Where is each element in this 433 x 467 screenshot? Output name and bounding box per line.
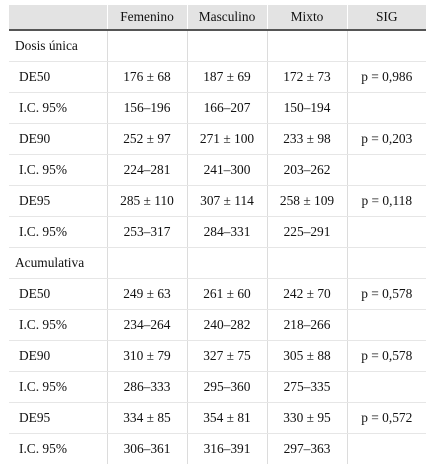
cell-femenino: 234–264: [106, 309, 187, 341]
cell-sig: p = 0,203: [346, 123, 426, 155]
cell-femenino: 252 ± 97: [106, 123, 187, 155]
header-cell-mixto: Mixto: [266, 5, 347, 31]
cell-mixto: 297–363: [266, 433, 347, 464]
table-row: DE90 310 ± 79 327 ± 75 305 ± 88 p = 0,578: [9, 340, 426, 372]
cell-mixto: [266, 30, 347, 62]
cell-mixto: 218–266: [266, 309, 347, 341]
header-cell-sig: SIG: [346, 5, 426, 31]
table-row: I.C. 95% 306–361 316–391 297–363: [9, 433, 426, 464]
cell-masculino: 271 ± 100: [186, 123, 267, 155]
cell-row-label: DE95: [9, 185, 107, 217]
cell-sig: [346, 30, 426, 62]
cell-femenino: 224–281: [106, 154, 187, 186]
cell-masculino: 327 ± 75: [186, 340, 267, 372]
cell-mixto: 150–194: [266, 92, 347, 124]
cell-masculino: 166–207: [186, 92, 267, 124]
cell-row-label: DE90: [9, 123, 107, 155]
cell-mixto: 233 ± 98: [266, 123, 347, 155]
header-cell-row-label: [9, 5, 107, 31]
cell-row-label: DE50: [9, 278, 107, 310]
cell-row-label: Acumulativa: [9, 247, 107, 279]
cell-mixto: 275–335: [266, 371, 347, 403]
cell-femenino: [106, 247, 187, 279]
cell-sig: p = 0,572: [346, 402, 426, 434]
cell-row-label: DE50: [9, 61, 107, 93]
table-row: DE95 285 ± 110 307 ± 114 258 ± 109 p = 0,118: [9, 185, 426, 217]
table-row: I.C. 95% 253–317 284–331 225–291: [9, 216, 426, 248]
cell-sig: p = 0,578: [346, 340, 426, 372]
header-cell-masculino: Masculino: [186, 5, 267, 31]
cell-femenino: 310 ± 79: [106, 340, 187, 372]
cell-masculino: [186, 247, 267, 279]
cell-row-label: DE90: [9, 340, 107, 372]
cell-femenino: 176 ± 68: [106, 61, 187, 93]
header-cell-femenino: Femenino: [106, 5, 187, 31]
cell-sig: p = 0,986: [346, 61, 426, 93]
header-row: Femenino Masculino Mixto SIG: [9, 5, 426, 31]
table-row: DE90 252 ± 97 271 ± 100 233 ± 98 p = 0,203: [9, 123, 426, 155]
cell-sig: p = 0,118: [346, 185, 426, 217]
cell-masculino: 295–360: [186, 371, 267, 403]
section-row: Acumulativa: [9, 247, 426, 279]
section-row: Dosis única: [9, 30, 426, 62]
cell-femenino: 285 ± 110: [106, 185, 187, 217]
cell-masculino: [186, 30, 267, 62]
cell-mixto: 225–291: [266, 216, 347, 248]
cell-mixto: 305 ± 88: [266, 340, 347, 372]
cell-sig: [346, 371, 426, 403]
cell-mixto: 330 ± 95: [266, 402, 347, 434]
cell-mixto: [266, 247, 347, 279]
cell-sig: [346, 433, 426, 464]
table-row: I.C. 95% 286–333 295–360 275–335: [9, 371, 426, 403]
table-body: Dosis única DE50 176 ± 68 187 ± 69 172 ± 73 p…: [9, 30, 426, 464]
cell-sig: [346, 154, 426, 186]
cell-sig: [346, 92, 426, 124]
cell-row-label: DE95: [9, 402, 107, 434]
table-row: DE95 334 ± 85 354 ± 81 330 ± 95 p = 0,572: [9, 402, 426, 434]
cell-sig: [346, 309, 426, 341]
table-row: I.C. 95% 224–281 241–300 203–262: [9, 154, 426, 186]
cell-row-label: I.C. 95%: [9, 154, 107, 186]
cell-row-label: Dosis única: [9, 30, 107, 62]
cell-masculino: 261 ± 60: [186, 278, 267, 310]
cell-mixto: 258 ± 109: [266, 185, 347, 217]
cell-mixto: 203–262: [266, 154, 347, 186]
cell-femenino: 286–333: [106, 371, 187, 403]
table-row: I.C. 95% 156–196 166–207 150–194: [9, 92, 426, 124]
cell-row-label: I.C. 95%: [9, 309, 107, 341]
cell-row-label: I.C. 95%: [9, 371, 107, 403]
cell-masculino: 240–282: [186, 309, 267, 341]
cell-sig: [346, 247, 426, 279]
cell-femenino: 253–317: [106, 216, 187, 248]
table-row: DE50 176 ± 68 187 ± 69 172 ± 73 p = 0,986: [9, 61, 426, 93]
cell-masculino: 187 ± 69: [186, 61, 267, 93]
data-table: Femenino Masculino Mixto SIG Dosis única…: [9, 5, 426, 464]
table-row: I.C. 95% 234–264 240–282 218–266: [9, 309, 426, 341]
cell-femenino: [106, 30, 187, 62]
cell-femenino: 249 ± 63: [106, 278, 187, 310]
cell-mixto: 242 ± 70: [266, 278, 347, 310]
table-row: DE50 249 ± 63 261 ± 60 242 ± 70 p = 0,578: [9, 278, 426, 310]
cell-row-label: I.C. 95%: [9, 216, 107, 248]
cell-femenino: 334 ± 85: [106, 402, 187, 434]
cell-sig: [346, 216, 426, 248]
cell-masculino: 316–391: [186, 433, 267, 464]
cell-femenino: 306–361: [106, 433, 187, 464]
cell-row-label: I.C. 95%: [19, 441, 67, 456]
cell-masculino: 284–331: [186, 216, 267, 248]
cell-femenino: 156–196: [106, 92, 187, 124]
cell-masculino: 307 ± 114: [186, 185, 267, 217]
cell-masculino: 354 ± 81: [186, 402, 267, 434]
cell-row-label: I.C. 95%: [9, 92, 107, 124]
table-header: Femenino Masculino Mixto SIG: [9, 5, 426, 31]
cell-masculino: 241–300: [186, 154, 267, 186]
cell-sig: p = 0,578: [346, 278, 426, 310]
cell-mixto: 172 ± 73: [266, 61, 347, 93]
